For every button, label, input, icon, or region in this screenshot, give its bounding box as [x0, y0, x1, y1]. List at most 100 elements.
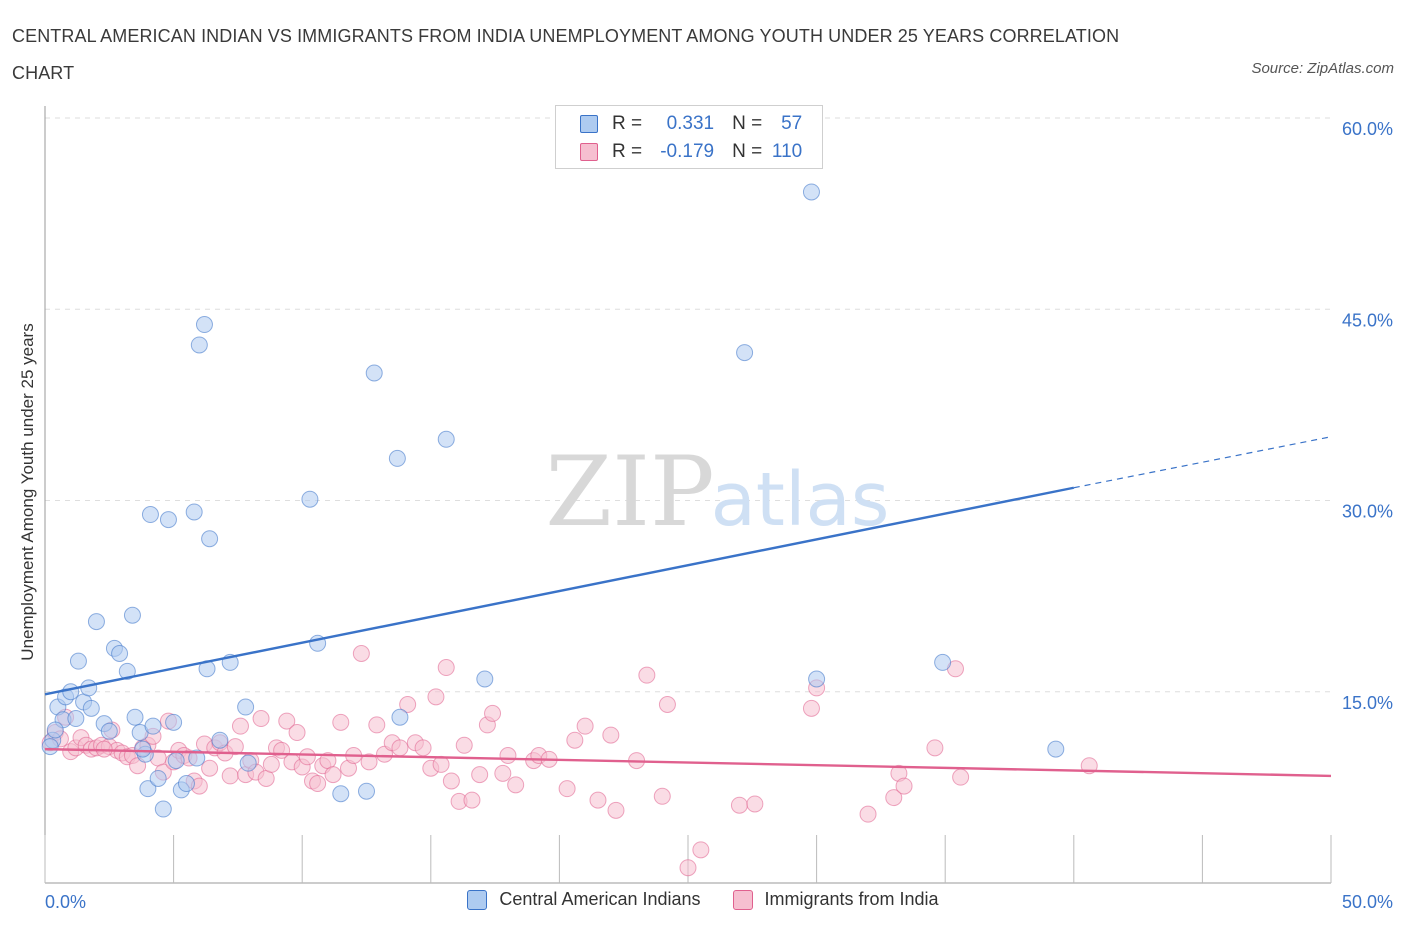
point-immigrant-from-india — [566, 731, 584, 749]
data-points — [41, 183, 1098, 877]
point-central-american-indian — [141, 506, 159, 524]
stats-legend: R = 0.331 N = 57 R = -0.179 N = 110 — [555, 105, 823, 169]
gridlines — [45, 117, 1331, 693]
point-immigrant-from-india — [658, 696, 676, 713]
point-central-american-indian — [62, 683, 80, 701]
point-immigrant-from-india — [201, 759, 219, 777]
point-central-american-indian — [190, 336, 208, 354]
y-tick-label: 45.0% — [1342, 310, 1393, 330]
point-central-american-indian — [736, 344, 754, 362]
point-central-american-indian — [188, 749, 206, 767]
legend-swatch-blue — [467, 889, 488, 910]
point-immigrant-from-india — [221, 767, 239, 785]
point-immigrant-from-india — [952, 768, 970, 786]
point-immigrant-from-india — [252, 710, 270, 728]
point-immigrant-from-india — [471, 766, 489, 784]
x-tick-label: 50.0% — [1342, 892, 1393, 912]
point-immigrant-from-india — [638, 666, 656, 684]
r-value: 0.331 — [666, 113, 715, 134]
point-central-american-indian — [808, 670, 826, 688]
point-central-american-indian — [165, 713, 183, 731]
tick-labels: 15.0% 30.0% 45.0% 60.0% 0.0% 50.0% — [45, 119, 1393, 912]
point-immigrant-from-india — [278, 712, 296, 730]
point-central-american-indian — [388, 449, 406, 467]
point-immigrant-from-india — [432, 755, 450, 773]
trend-line-central-american-indians — [44, 486, 1075, 696]
legend-label: Central American Indians — [499, 889, 701, 909]
point-immigrant-from-india — [802, 699, 820, 717]
point-central-american-indian — [239, 754, 257, 772]
trend-line-extension — [1073, 436, 1332, 489]
point-immigrant-from-india — [484, 704, 502, 722]
point-central-american-indian — [437, 430, 455, 448]
point-immigrant-from-india — [360, 753, 378, 771]
point-immigrant-from-india — [679, 859, 697, 877]
point-immigrant-from-india — [298, 748, 316, 766]
n-key: N = — [732, 141, 763, 162]
point-central-american-indian — [201, 530, 219, 548]
point-central-american-indian — [139, 780, 157, 798]
point-central-american-indian — [41, 738, 59, 756]
point-central-american-indian — [365, 364, 383, 382]
legend-swatch-pink — [580, 143, 598, 161]
zipatlas-watermark: ZIP atlas — [545, 436, 889, 548]
point-central-american-indian — [802, 183, 820, 201]
point-immigrant-from-india — [455, 736, 473, 754]
trend-line-immigrants-from-india — [44, 747, 1332, 778]
y-tick-label: 30.0% — [1342, 502, 1393, 522]
point-immigrant-from-india — [414, 739, 432, 757]
y-tick-label: 60.0% — [1342, 119, 1393, 139]
point-immigrant-from-india — [895, 777, 913, 795]
point-immigrant-from-india — [437, 659, 455, 677]
chart-source: Source: ZipAtlas.com — [1251, 60, 1394, 77]
point-immigrant-from-india — [288, 724, 306, 742]
point-central-american-indian — [111, 645, 129, 662]
legend-item-central-american-indians: Central American Indians — [467, 889, 701, 910]
point-immigrant-from-india — [885, 789, 903, 807]
point-immigrant-from-india — [231, 717, 249, 735]
point-immigrant-from-india — [576, 717, 594, 735]
legend-swatch-blue — [580, 115, 598, 133]
point-central-american-indian — [358, 782, 375, 800]
chart-title: CENTRAL AMERICAN INDIAN VS IMMIGRANTS FR… — [12, 26, 1120, 83]
point-immigrant-from-india — [730, 796, 748, 814]
r-key: R = — [612, 113, 643, 134]
r-value: -0.179 — [660, 141, 715, 162]
legend-swatch-pink — [732, 889, 753, 910]
point-central-american-indian — [87, 613, 105, 631]
stats-row-central-american-indians: R = 0.331 N = 57 — [580, 112, 802, 136]
legend-label: Immigrants from India — [764, 889, 939, 909]
point-central-american-indian — [69, 652, 87, 670]
trend-lines — [44, 436, 1332, 778]
point-central-american-indian — [185, 503, 203, 521]
n-key: N = — [732, 113, 763, 134]
point-immigrant-from-india — [463, 791, 481, 809]
n-value: 110 — [771, 141, 803, 162]
axes — [44, 106, 1332, 884]
point-central-american-indian — [46, 721, 64, 739]
point-central-american-indian — [144, 717, 162, 735]
point-immigrant-from-india — [507, 776, 525, 794]
point-central-american-indian — [195, 316, 213, 334]
watermark-atlas: atlas — [711, 457, 890, 543]
point-immigrant-from-india — [391, 739, 409, 757]
point-immigrant-from-india — [262, 755, 280, 773]
point-immigrant-from-india — [399, 696, 417, 713]
point-immigrant-from-india — [442, 772, 460, 790]
point-immigrant-from-india — [309, 775, 327, 793]
point-immigrant-from-india — [368, 716, 386, 734]
point-central-american-indian — [154, 800, 172, 818]
n-value: 57 — [781, 113, 803, 134]
point-central-american-indian — [159, 511, 177, 529]
point-immigrant-from-india — [332, 713, 350, 731]
point-immigrant-from-india — [607, 801, 625, 819]
point-central-american-indian — [177, 775, 195, 793]
point-central-american-indian — [476, 670, 494, 688]
legend-item-immigrants-from-india: Immigrants from India — [732, 889, 939, 910]
point-immigrant-from-india — [602, 726, 620, 744]
point-central-american-indian — [118, 662, 136, 680]
series-legend: Central American Indians Immigrants from… — [0, 889, 1406, 910]
point-immigrant-from-india — [692, 841, 710, 859]
point-immigrant-from-india — [859, 805, 877, 823]
